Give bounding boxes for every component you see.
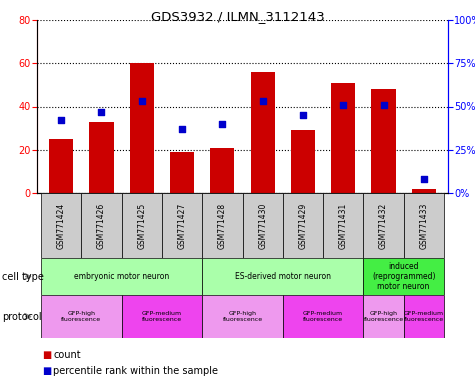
Text: GSM771425: GSM771425 [137,202,146,248]
Text: GSM771430: GSM771430 [258,202,267,249]
Bar [210,147,235,193]
Text: GDS3932 / ILMN_3112143: GDS3932 / ILMN_3112143 [151,10,324,23]
Text: induced
(reprogrammed)
motor neuron: induced (reprogrammed) motor neuron [372,262,436,291]
Bar [283,193,323,258]
Bar [41,295,122,338]
Point [340,102,347,108]
Bar [122,193,162,258]
Text: GFP-medium
fluorescence: GFP-medium fluorescence [142,311,182,322]
Text: GFP-high
fluorescence: GFP-high fluorescence [363,311,404,322]
Text: cell type: cell type [2,271,44,281]
Point [178,126,186,132]
Point [57,117,65,123]
Bar [323,193,363,258]
Text: GSM771431: GSM771431 [339,202,348,248]
Text: GFP-high
fluorescence: GFP-high fluorescence [222,311,263,322]
Text: protocol: protocol [2,311,42,321]
Bar [81,193,122,258]
Text: GSM771427: GSM771427 [178,202,187,248]
Point [299,112,307,118]
Text: embryonic motor neuron: embryonic motor neuron [74,272,169,281]
Bar [122,295,202,338]
Bar [412,189,436,193]
Bar [202,193,243,258]
Bar [371,89,396,193]
Bar [41,193,81,258]
Text: GSM771429: GSM771429 [298,202,307,248]
Bar [283,295,363,338]
Bar [202,258,363,295]
Text: percentile rank within the sample: percentile rank within the sample [53,366,218,376]
Bar [363,193,404,258]
Bar [41,258,202,295]
Text: ■: ■ [42,366,51,376]
Text: GSM771432: GSM771432 [379,202,388,248]
Bar [202,295,283,338]
Text: GSM771426: GSM771426 [97,202,106,248]
Point [380,102,387,108]
Text: count: count [53,350,81,360]
Bar [291,130,315,193]
Text: GSM771433: GSM771433 [419,202,428,249]
Bar [130,63,154,193]
Point [98,109,105,115]
Text: GFP-medium
fluorescence: GFP-medium fluorescence [303,311,343,322]
Bar [363,258,444,295]
Point [259,98,266,104]
Bar [170,152,194,193]
Bar [49,139,73,193]
Bar [243,193,283,258]
Bar [89,122,114,193]
Point [138,98,145,104]
Bar [363,295,404,338]
Text: ■: ■ [42,350,51,360]
Bar [250,72,275,193]
Bar [331,83,355,193]
Text: GSM771424: GSM771424 [57,202,66,248]
Point [420,176,428,182]
Text: ES-derived motor neuron: ES-derived motor neuron [235,272,331,281]
Bar [404,193,444,258]
Text: GFP-medium
fluorescence: GFP-medium fluorescence [404,311,444,322]
Point [218,121,226,127]
Bar [162,193,202,258]
Text: GSM771428: GSM771428 [218,202,227,248]
Text: GFP-high
fluorescence: GFP-high fluorescence [61,311,101,322]
Bar [404,295,444,338]
